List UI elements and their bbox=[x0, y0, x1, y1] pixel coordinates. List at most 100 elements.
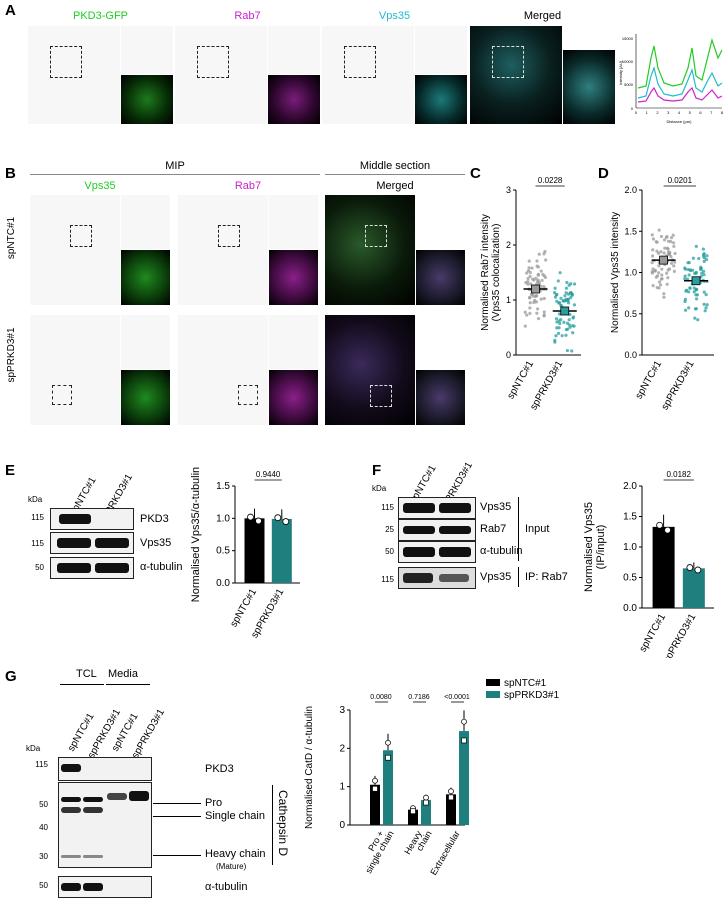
data-point bbox=[568, 312, 572, 317]
data-point bbox=[562, 320, 566, 324]
y-tick-label: 0.5 bbox=[623, 573, 637, 584]
data-point bbox=[528, 274, 532, 278]
data-point bbox=[659, 277, 664, 281]
line-xtick-6: 6 bbox=[699, 110, 702, 115]
data-point bbox=[695, 293, 700, 297]
p-value: 0.0201 bbox=[668, 176, 693, 185]
p-value: 0.9440 bbox=[256, 470, 281, 479]
legend-label: spPRKD3#1 bbox=[504, 690, 559, 701]
panel-b-mip-rule bbox=[30, 174, 320, 175]
data-point bbox=[702, 290, 706, 294]
data-point bbox=[660, 273, 664, 277]
data-point bbox=[536, 307, 540, 311]
y-tick-label: 0 bbox=[339, 820, 345, 831]
y-axis-label: Normalised CatD / α-tubulin bbox=[304, 706, 315, 829]
panel-e-mw-0: 115 bbox=[31, 513, 44, 522]
data-point bbox=[693, 316, 697, 320]
replicate-mean bbox=[691, 276, 701, 286]
p-value: 0.0080 bbox=[370, 694, 392, 701]
panel-b-channel-merged: Merged bbox=[376, 180, 414, 192]
bar bbox=[383, 750, 393, 825]
panel-f-blot-vps35 bbox=[398, 497, 476, 519]
micrograph-a-pkd3 bbox=[28, 26, 120, 124]
y-tick-label: 0.0 bbox=[624, 350, 637, 360]
panel-d-chart: 2.0 1.5 1.0 0.5 0.0 Normalised Vps35 intensit… bbox=[610, 176, 714, 412]
data-point bbox=[553, 340, 557, 344]
data-point bbox=[553, 286, 557, 290]
micrograph-b-merged-ntc-zoom bbox=[416, 250, 465, 305]
data-point bbox=[542, 296, 546, 301]
panel-f-mw-1: 25 bbox=[385, 525, 394, 534]
data-point bbox=[565, 280, 569, 285]
data-point bbox=[657, 228, 661, 232]
data-point bbox=[662, 251, 666, 255]
data-point bbox=[537, 252, 541, 256]
panel-g-label-heavy: Heavy chain bbox=[205, 848, 266, 860]
micrograph-b-rab7-prkd3 bbox=[178, 315, 268, 425]
data-point bbox=[558, 301, 562, 305]
panel-f-blot-ip-vps35 bbox=[398, 567, 476, 589]
data-point bbox=[525, 271, 529, 275]
y-tick-label: 1.5 bbox=[623, 512, 637, 523]
replicate-point bbox=[664, 526, 671, 534]
line-xtick-5: 5 bbox=[689, 110, 692, 115]
y-axis-label-2: (IP/input) bbox=[595, 525, 607, 570]
micrograph-b-rab7-ntc-zoom-color bbox=[269, 250, 318, 305]
micrograph-a-pkd3-zoom bbox=[121, 26, 173, 74]
panel-g-mw-30: 30 bbox=[39, 852, 48, 861]
micrograph-b-rab7-prkd3-zoom bbox=[269, 315, 318, 369]
data-point bbox=[657, 271, 661, 275]
line-xtick-4: 4 bbox=[678, 110, 681, 115]
panel-b-row-prkd3: spPRKD3#1 bbox=[6, 327, 17, 383]
data-point bbox=[658, 283, 663, 287]
micrograph-b-merged-ntc bbox=[325, 195, 415, 305]
data-point bbox=[660, 267, 664, 271]
replicate-point bbox=[423, 794, 429, 801]
data-point bbox=[527, 266, 531, 270]
line-xtick-3: 3 bbox=[667, 110, 670, 115]
panel-f-label-rab7: Rab7 bbox=[480, 523, 507, 535]
data-point bbox=[705, 254, 709, 258]
micrograph-b-vps35-ntc bbox=[30, 195, 120, 305]
data-point bbox=[672, 244, 676, 249]
panel-f-blot-rab7 bbox=[398, 519, 476, 541]
panel-f-input-label: Input bbox=[525, 523, 550, 535]
x-category-label: spNTC#1 bbox=[228, 587, 259, 629]
y-tick-label: 0.0 bbox=[216, 578, 230, 589]
p-value: 0.7186 bbox=[408, 694, 430, 701]
panel-g-arrow-single bbox=[153, 816, 201, 817]
panel-e-chart: 1.5 1.0 0.5 0.0 Normalised Vps35/α-tubulin sp… bbox=[190, 467, 300, 640]
legend-swatch bbox=[486, 679, 500, 686]
y-tick-label: 1 bbox=[506, 295, 511, 305]
panel-b-channel-vps35: Vps35 bbox=[84, 180, 116, 192]
panel-label-a: A bbox=[5, 2, 16, 19]
panel-g-arrow-heavy bbox=[153, 855, 201, 856]
y-tick-label: 2 bbox=[506, 240, 511, 250]
line-ytick-15000: 15000 bbox=[622, 36, 634, 41]
data-point bbox=[533, 294, 537, 299]
data-point bbox=[693, 307, 698, 311]
data-point bbox=[694, 244, 698, 249]
data-point bbox=[556, 331, 561, 335]
panel-g-tcl: TCL bbox=[76, 668, 97, 680]
panel-g-kda: kDa bbox=[26, 744, 41, 753]
data-point bbox=[673, 251, 677, 256]
data-point bbox=[694, 270, 698, 274]
y-axis-label-2: (Vps35 colocalization) bbox=[491, 224, 502, 322]
data-point bbox=[559, 318, 563, 322]
data-point bbox=[669, 255, 673, 259]
panel-g-blot-tubulin bbox=[58, 876, 152, 898]
data-point bbox=[544, 258, 548, 262]
panel-e-mw-2: 50 bbox=[35, 563, 44, 572]
data-point bbox=[694, 297, 699, 301]
data-point bbox=[536, 317, 541, 321]
panel-e-blot-vps35 bbox=[50, 532, 134, 554]
data-point bbox=[536, 279, 540, 284]
line-profile-magenta bbox=[637, 86, 723, 103]
data-point bbox=[685, 277, 690, 281]
data-point bbox=[651, 254, 655, 258]
panel-g-blot-pkd3 bbox=[58, 757, 152, 781]
data-point bbox=[543, 249, 547, 254]
data-point bbox=[699, 265, 703, 269]
